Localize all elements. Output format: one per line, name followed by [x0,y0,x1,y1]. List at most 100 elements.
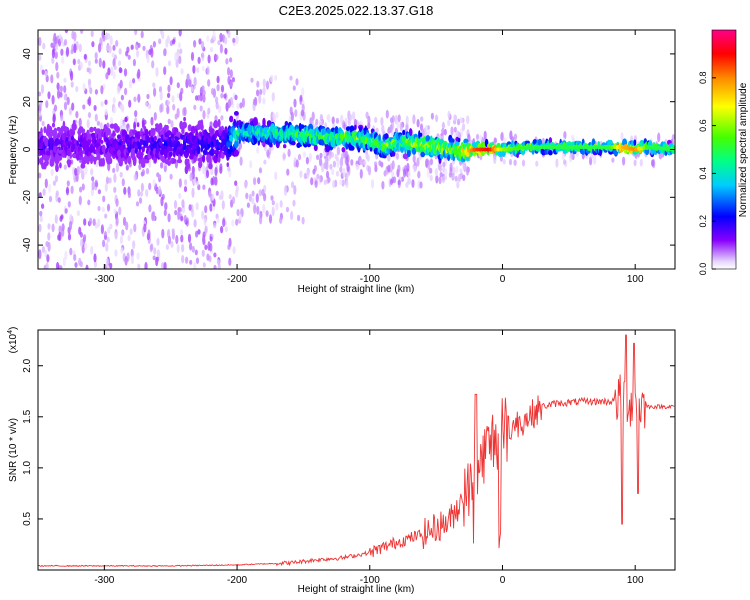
heatmap-noise-cell [213,222,217,229]
heatmap-band-cell [200,119,204,128]
heatmap-band-cell [181,127,185,135]
heatmap-noise-cell [335,117,339,124]
heatmap-noise-cell [54,214,58,224]
heatmap-noise-cell [59,91,63,98]
heatmap-noise-cell [166,100,171,106]
heatmap-noise-cell [108,177,112,184]
heatmap-noise-cell [137,189,141,197]
heatmap-noise-cell [91,41,95,48]
colorbar-ticks: 0.0 0.2 0.4 0.6 0.8 [698,72,716,275]
heatmap-noise-cell [178,178,182,188]
heatmap-noise-cell [412,114,416,125]
heatmap-noise-cell [150,243,154,251]
heatmap-band-cell [124,116,128,123]
heatmap-noise-cell [429,158,433,166]
heatmap-noise-cell [189,259,193,265]
heatmap-noise-cell [108,45,112,54]
heatmap-noise-cell [59,265,63,269]
heatmap-band-cell [349,145,355,151]
heatmap-noise-cell [123,186,127,195]
heatmap-band-cell [384,133,389,141]
heatmap-noise-cell [387,155,391,162]
heatmap-noise-cell [429,174,433,182]
heatmap-band-cell [420,151,426,158]
heatmap-noise-cell [438,176,442,185]
heatmap-noise-cell [234,180,238,186]
heatmap-noise-cell [193,177,197,186]
heatmap-band-cell [447,154,451,161]
heatmap-noise-cell [160,196,164,207]
heatmap-x-ticks: -300 -200 -100 0 100 [94,30,644,285]
heatmap-noise-cell [259,89,263,95]
heatmap-band-cell [198,138,202,144]
heatmap-noise-cell [301,87,305,97]
heatmap-noise-cell [430,112,434,120]
heatmap-noise-cell [64,30,68,34]
heatmap-band-cell [233,129,236,135]
heatmap-noise-cell [128,99,132,108]
heatmap-noise-cell [435,174,439,184]
heatmap-noise-cell [563,131,567,140]
heatmap-noise-cell [107,226,111,234]
snr-x-tick-label: 100 [627,575,644,586]
heatmap-noise-cell [327,113,331,123]
heatmap-noise-cell [381,124,385,134]
heatmap-noise-cell [193,104,197,111]
heatmap-noise-cell [256,80,260,88]
snr-multiplier-base: (x10 [8,333,19,353]
heatmap-noise-cell [325,170,330,179]
heatmap-noise-cell [258,167,263,174]
heatmap-noise-cell [153,247,157,255]
heatmap-band-cell [58,149,63,154]
heatmap-noise-cell [55,190,59,197]
heatmap-noise-cell [266,149,270,158]
heatmap-noise-cell [191,187,195,198]
colorbar: 0.0 0.2 0.4 0.6 0.8 Normalized spectral ampl… [698,29,749,275]
heatmap-noise-cell [130,44,134,50]
heatmap-noise-cell [63,94,67,101]
heatmap-band-cell [183,140,187,148]
heatmap-noise-cell [206,253,210,261]
heatmap-noise-cell [217,262,221,269]
heatmap-noise-cell [219,43,223,54]
heatmap-noise-cell [81,183,85,191]
heatmap-noise-cell [232,37,236,44]
heatmap-noise-cell [63,77,67,83]
heatmap-band-cell [233,118,236,127]
heatmap-band-cell [202,149,208,156]
heatmap-noise-cell [345,156,349,166]
heatmap-noise-cell [297,214,301,222]
heatmap-noise-cell [335,170,340,177]
heatmap-noise-cell [355,163,359,171]
heatmap-noise-cell [397,179,401,186]
heatmap-noise-cell [319,114,323,121]
heatmap-noise-cell [68,107,72,116]
heatmap-noise-cell [215,190,219,196]
heatmap-noise-cell [145,189,149,197]
heatmap-noise-cell [258,93,262,104]
heatmap-noise-cell [535,160,539,167]
heatmap-noise-cell [132,58,136,67]
heatmap-noise-cell [188,79,192,88]
heatmap-band-cell [86,159,90,165]
heatmap-noise-cell [327,177,331,183]
heatmap-noise-cell [127,234,131,242]
heatmap-x-tick-label: -300 [94,274,114,285]
heatmap-noise-cell [38,91,42,97]
heatmap-noise-cell [204,225,208,234]
heatmap-noise-cell [201,41,205,50]
heatmap-noise-cell [63,39,68,46]
snr-x-tick-label: 0 [500,575,506,586]
heatmap-noise-cell [215,96,219,104]
heatmap-noise-cell [500,131,504,142]
heatmap-band-cell [167,160,171,166]
heatmap-noise-cell [448,172,452,178]
heatmap-band-cell [92,156,98,162]
heatmap-noise-cell [81,244,85,254]
heatmap-noise-cell [67,201,71,208]
heatmap-noise-cell [212,30,216,41]
heatmap-noise-cell [161,262,165,269]
heatmap-noise-cell [210,177,214,186]
heatmap-noise-cell [204,205,208,214]
heatmap-band-cell [202,154,206,163]
